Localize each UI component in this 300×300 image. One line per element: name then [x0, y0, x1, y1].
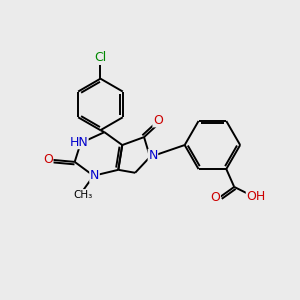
Text: O: O [211, 191, 220, 204]
Text: OH: OH [246, 190, 266, 203]
Text: HN: HN [69, 136, 88, 148]
Text: O: O [153, 114, 163, 127]
Text: CH₃: CH₃ [73, 190, 92, 200]
Text: O: O [43, 153, 53, 167]
Text: N: N [90, 169, 99, 182]
Text: N: N [148, 149, 158, 162]
Text: Cl: Cl [94, 51, 106, 64]
